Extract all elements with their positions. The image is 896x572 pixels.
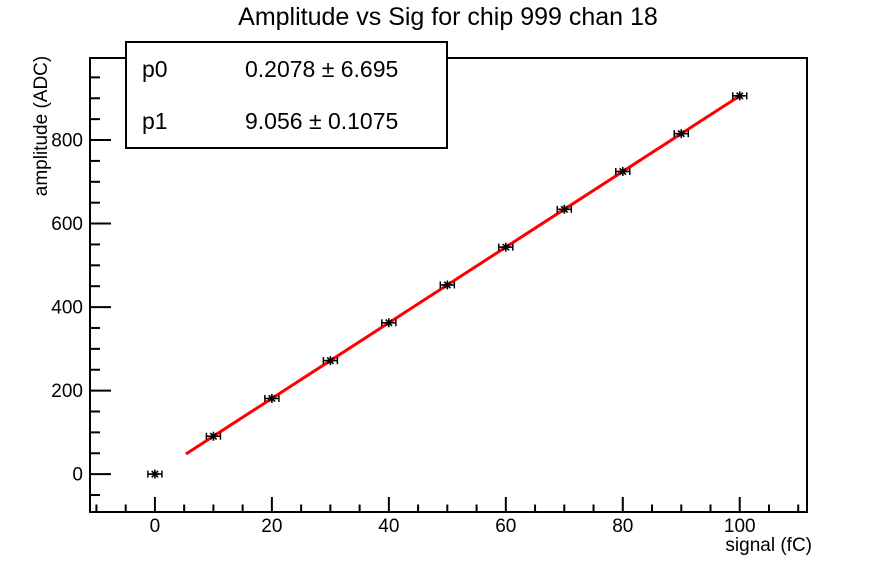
stat-param-value: 0.2078 ± 6.695 bbox=[245, 55, 399, 82]
data-point-marker bbox=[619, 167, 627, 176]
x-axis-tick-label: 20 bbox=[261, 516, 282, 537]
y-axis-tick-label: 800 bbox=[51, 131, 83, 152]
data-point-marker bbox=[268, 394, 276, 403]
data-point-marker bbox=[677, 129, 686, 138]
stat-param-name: p1 bbox=[142, 107, 168, 134]
x-axis-tick-label: 60 bbox=[495, 516, 516, 537]
data-point-marker bbox=[502, 243, 510, 251]
data-point-marker bbox=[560, 205, 569, 214]
y-axis-tick-label: 600 bbox=[51, 214, 83, 235]
fit-stats-box: p0 0.2078 ± 6.695 p1 9.056 ± 0.1075 bbox=[125, 41, 448, 149]
fit-line bbox=[185, 94, 741, 456]
y-axis-tick-label: 0 bbox=[72, 465, 83, 486]
data-point-marker bbox=[735, 92, 744, 100]
stat-row-p1: p1 9.056 ± 0.1075 bbox=[127, 95, 446, 147]
plot-title: Amplitude vs Sig for chip 999 chan 18 bbox=[238, 3, 658, 31]
x-axis-tick-label: 0 bbox=[150, 516, 161, 537]
x-axis-tick-label: 100 bbox=[724, 516, 756, 537]
y-axis-tick-label: 400 bbox=[51, 298, 83, 319]
data-point-marker bbox=[385, 319, 393, 327]
stat-row-p0: p0 0.2078 ± 6.695 bbox=[127, 43, 446, 95]
data-point-marker bbox=[209, 432, 218, 440]
data-point-marker bbox=[443, 281, 452, 289]
x-axis-title: signal (fC) bbox=[725, 535, 812, 556]
stat-param-value: 9.056 ± 0.1075 bbox=[245, 107, 399, 134]
x-axis-tick-label: 80 bbox=[612, 516, 633, 537]
plot-frame bbox=[89, 57, 808, 513]
y-axis-tick-label: 200 bbox=[51, 381, 83, 402]
data-point-marker bbox=[326, 356, 335, 365]
stat-param-name: p0 bbox=[142, 55, 168, 82]
y-axis-title: amplitude (ADC) bbox=[31, 55, 52, 197]
data-point-marker bbox=[151, 470, 159, 478]
x-axis-tick-label: 40 bbox=[378, 516, 399, 537]
